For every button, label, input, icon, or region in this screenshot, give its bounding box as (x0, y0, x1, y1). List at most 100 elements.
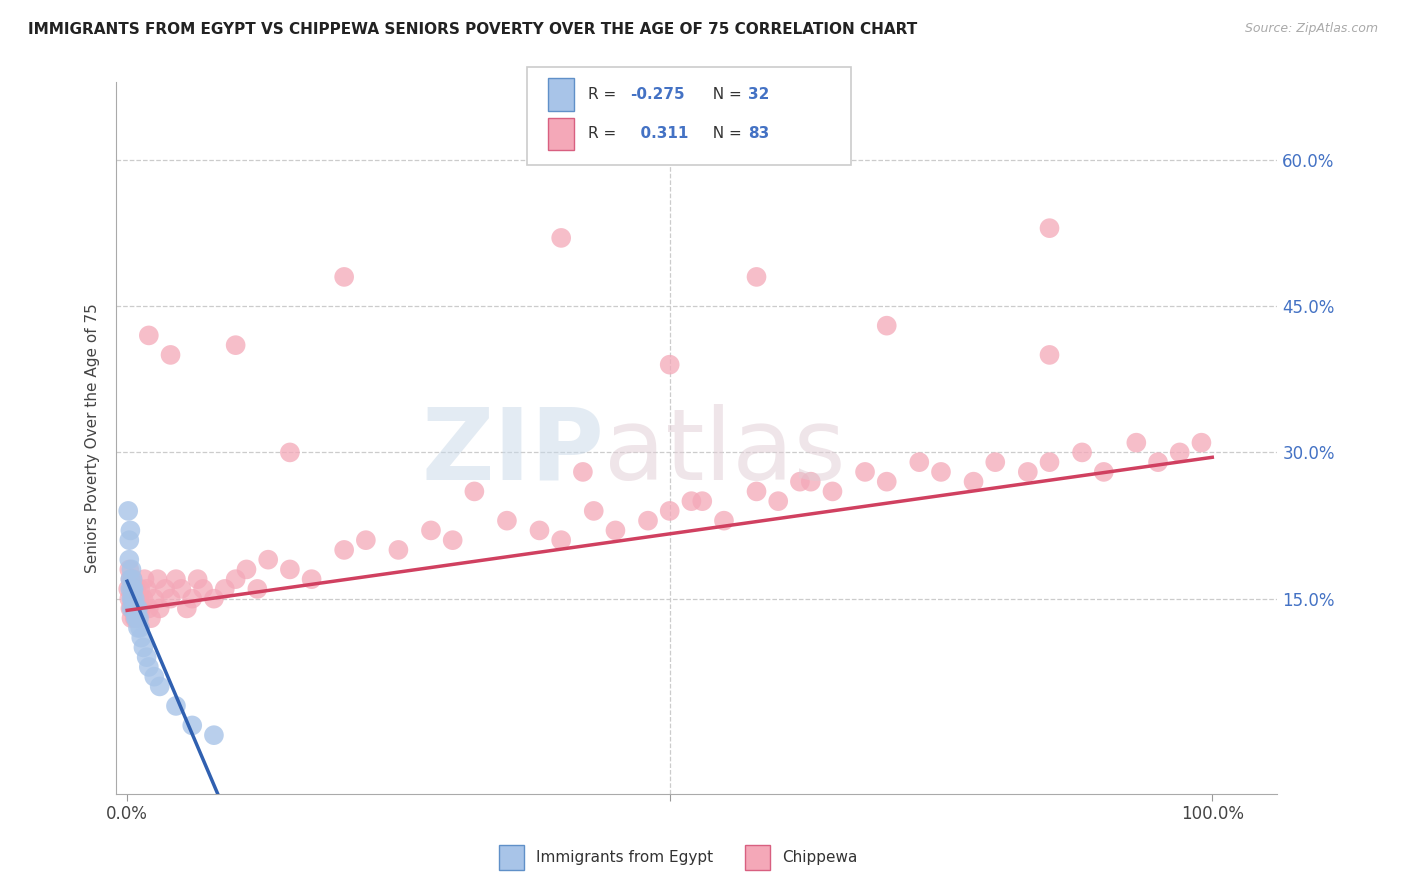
Point (120, 601, 142, 615)
Point (463, 484, 485, 499)
Point (149, 680, 172, 694)
Point (121, 591, 143, 606)
Point (121, 572, 143, 586)
Text: 83: 83 (748, 127, 769, 141)
Point (301, 572, 323, 586)
Point (121, 611, 143, 625)
Point (127, 601, 149, 615)
Text: -0.275: -0.275 (630, 87, 685, 102)
Point (605, 524, 627, 538)
Point (387, 542, 409, 557)
Point (159, 348, 181, 362)
Point (120, 582, 142, 596)
Point (1147, 455, 1170, 469)
Text: atlas: atlas (605, 403, 845, 500)
Point (768, 494, 790, 508)
Text: 0.311: 0.311 (630, 127, 689, 141)
Point (550, 231, 572, 245)
Point (181, 718, 204, 732)
Point (908, 455, 931, 469)
Point (876, 475, 898, 489)
Point (690, 494, 713, 508)
Point (713, 514, 735, 528)
Point (165, 698, 187, 713)
Point (202, 591, 225, 606)
Y-axis label: Seniors Poverty Over the Age of 75: Seniors Poverty Over the Age of 75 (86, 303, 100, 573)
Point (143, 591, 166, 606)
Point (120, 572, 142, 586)
Point (132, 640, 155, 655)
Point (127, 601, 149, 615)
Point (121, 562, 143, 576)
Point (146, 572, 169, 586)
Point (278, 562, 301, 576)
Text: IMMIGRANTS FROM EGYPT VS CHIPPEWA SENIORS POVERTY OVER THE AGE OF 75 CORRELATION: IMMIGRANTS FROM EGYPT VS CHIPPEWA SENIOR… (28, 22, 917, 37)
Point (122, 601, 145, 615)
Point (129, 631, 152, 645)
Point (153, 582, 176, 596)
Point (170, 582, 193, 596)
Text: Immigrants from Egypt: Immigrants from Egypt (536, 850, 713, 864)
Point (138, 328, 160, 343)
Text: Chippewa: Chippewa (782, 850, 858, 864)
Point (122, 582, 145, 596)
Text: 32: 32 (748, 87, 769, 102)
Point (962, 475, 984, 489)
Point (1038, 221, 1060, 235)
Point (1125, 435, 1147, 450)
Point (176, 601, 198, 615)
Point (800, 475, 823, 489)
Point (789, 475, 811, 489)
Point (125, 601, 148, 615)
Point (929, 465, 952, 479)
Point (191, 582, 214, 596)
Text: N =: N = (703, 87, 747, 102)
Point (187, 572, 209, 586)
Point (127, 611, 149, 625)
Text: R =: R = (588, 87, 621, 102)
Point (876, 318, 898, 333)
Point (129, 621, 152, 635)
Point (1092, 465, 1115, 479)
Point (138, 601, 160, 615)
Point (235, 562, 257, 576)
Point (125, 611, 148, 625)
Point (125, 591, 148, 606)
Point (159, 591, 181, 606)
Point (139, 611, 162, 625)
Point (134, 572, 156, 586)
Point (121, 572, 143, 586)
Point (118, 552, 141, 566)
Point (225, 572, 247, 586)
Point (333, 269, 356, 284)
Point (1017, 465, 1039, 479)
Point (121, 591, 143, 606)
Point (637, 514, 659, 528)
Point (1168, 445, 1191, 459)
Point (132, 591, 155, 606)
Point (127, 621, 149, 635)
Point (181, 591, 204, 606)
Point (121, 591, 143, 606)
Point (124, 591, 146, 606)
Point (117, 582, 139, 596)
Point (1191, 435, 1213, 450)
Point (135, 650, 157, 665)
Point (129, 582, 152, 596)
Point (143, 670, 166, 684)
Point (496, 514, 519, 528)
Point (122, 601, 145, 615)
Point (122, 582, 145, 596)
Text: R =: R = (588, 127, 621, 141)
Point (529, 524, 551, 538)
Point (582, 504, 605, 518)
Text: ZIP: ZIP (420, 403, 605, 500)
Point (333, 542, 356, 557)
Point (572, 465, 595, 479)
Point (120, 524, 142, 538)
Point (124, 591, 146, 606)
Point (821, 484, 844, 499)
Point (745, 484, 768, 499)
Point (121, 601, 143, 615)
Point (214, 582, 236, 596)
